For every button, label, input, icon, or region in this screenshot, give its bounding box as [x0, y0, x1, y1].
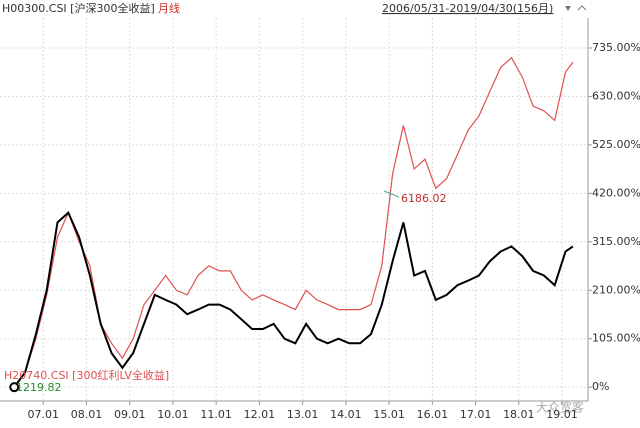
x-tick-label: 19.01	[546, 408, 578, 421]
series-line	[13, 56, 574, 388]
x-tick-label: 17.01	[460, 408, 492, 421]
watermark: 大众宽客	[536, 400, 584, 415]
y-tick-label: 105.00%	[592, 332, 640, 345]
y-tick-label: 735.00%	[592, 41, 640, 54]
x-tick-label: 13.01	[287, 408, 319, 421]
y-tick-label: 210.00%	[592, 283, 640, 296]
annotation: 6186.02	[401, 192, 447, 205]
x-tick-label: 09.01	[114, 408, 146, 421]
y-tick-label: 0%	[592, 380, 609, 393]
x-tick-label: 10.01	[157, 408, 189, 421]
x-tick-label: 16.01	[417, 408, 449, 421]
annotation-arrow	[383, 190, 400, 198]
date-range[interactable]: 2006/05/31-2019/04/30(156月)	[382, 2, 553, 15]
series-line	[13, 211, 574, 388]
y-tick-label: 420.00%	[592, 186, 640, 199]
x-tick-label: 12.01	[244, 408, 276, 421]
x-tick-label: 07.01	[27, 408, 59, 421]
legend-label: H20740.CSI [300红利LV全收益]	[4, 368, 169, 382]
chart-title: H00300.CSI [沪深300全收益]	[2, 1, 155, 15]
x-tick-label: 08.01	[71, 408, 103, 421]
collapse-icon[interactable]	[577, 5, 587, 11]
period: 月线	[158, 1, 180, 15]
x-tick-label: 15.01	[373, 408, 405, 421]
start-marker	[9, 382, 20, 393]
dropdown-icon[interactable]	[565, 6, 571, 11]
x-tick-label: 14.01	[330, 408, 362, 421]
x-tick-label: 11.01	[200, 408, 232, 421]
annotation: 1219.82	[16, 381, 62, 394]
x-tick-label: 18.01	[503, 408, 535, 421]
y-tick-label: 525.00%	[592, 138, 640, 151]
y-tick-label: 630.00%	[592, 89, 640, 102]
y-tick-label: 315.00%	[592, 235, 640, 248]
